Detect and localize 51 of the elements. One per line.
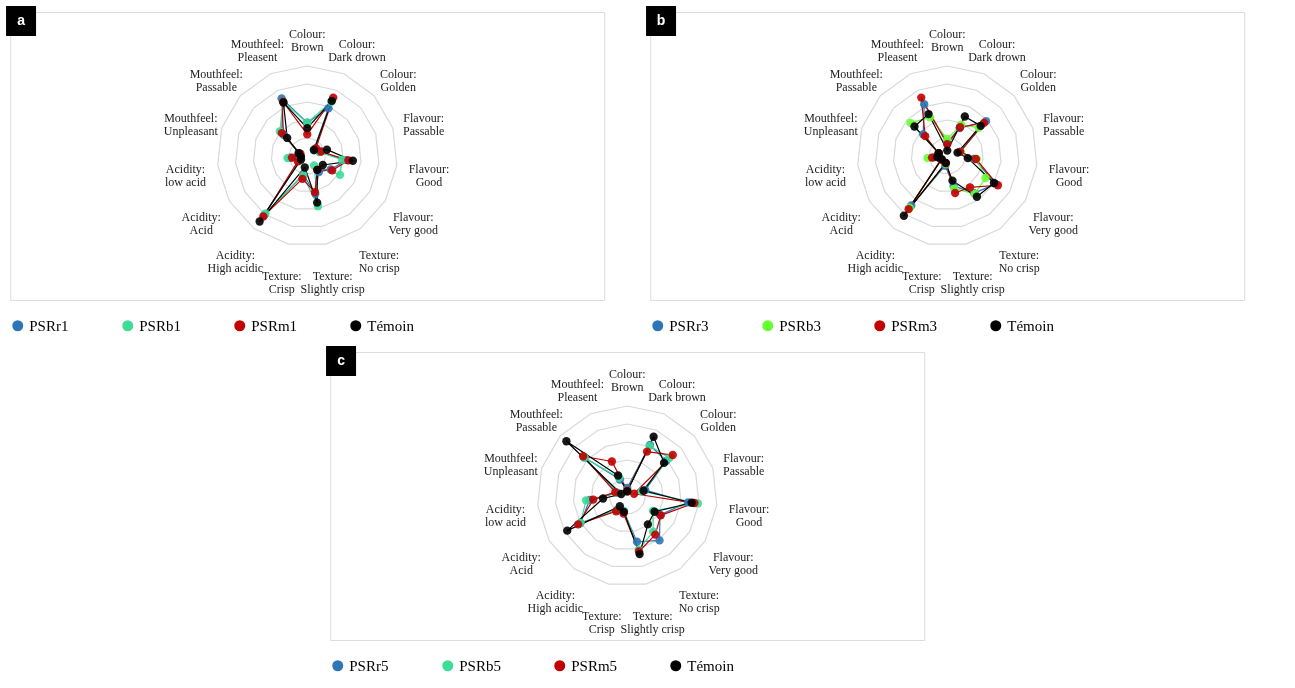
spoke-label: Colour: Golden	[1019, 67, 1057, 95]
spoke-label: Colour: Brown	[288, 26, 326, 54]
spoke-label: Flavour: Good	[1048, 161, 1090, 189]
spoke-label: Mouthfeel: Unpleasant	[163, 111, 219, 139]
legend-label: PSRr5	[349, 657, 389, 674]
spoke-label: Acidity: Acid	[821, 210, 861, 238]
spoke-label: Flavour: Very good	[708, 550, 759, 578]
legend-label: PSRm5	[571, 657, 618, 674]
spoke-label: Flavour: Very good	[1028, 210, 1079, 238]
legend-label: PSRr1	[29, 317, 69, 334]
legend-label: PSRm1	[251, 317, 298, 334]
spoke-label: Colour: Brown	[608, 366, 646, 394]
spoke-label: Mouthfeel: Pleasent	[230, 37, 285, 65]
spoke-label: Texture: Crisp	[581, 608, 622, 636]
legend-label: PSRb5	[459, 657, 501, 674]
spoke-label: Flavour: Good	[728, 501, 770, 529]
chart-title: a	[17, 12, 26, 28]
spoke-label: Mouthfeel: Pleasent	[870, 37, 925, 65]
spoke-label: Mouthfeel: Unpleasant	[483, 451, 539, 479]
spoke-label: Acidity: low acid	[805, 161, 847, 189]
spoke-label: Mouthfeel: Passable	[189, 67, 243, 95]
spoke-label: Colour: Brown	[928, 26, 966, 54]
legend-label: PSRr3	[669, 317, 709, 334]
spoke-label: Colour: Dark brown	[648, 377, 706, 405]
spoke-label: Colour: Dark drown	[968, 37, 1026, 65]
spoke-label: Colour: Golden	[699, 407, 737, 435]
spoke-label: Mouthfeel: Passable	[829, 67, 883, 95]
spoke-label: Flavour: Passable	[403, 111, 445, 139]
spoke-label: Texture: Crisp	[901, 268, 942, 296]
legend-label: Témoin	[1007, 317, 1055, 334]
spoke-label: Colour: Dark drown	[328, 37, 386, 65]
legend-label: PSRm3	[891, 317, 938, 334]
legend-label: PSRb1	[139, 317, 181, 334]
legend-label: Témoin	[367, 317, 415, 334]
legend-label: PSRb3	[779, 317, 821, 334]
spoke-label: Texture: Crisp	[261, 268, 302, 296]
spoke-label: Colour: Golden	[379, 67, 417, 95]
spoke-label: Flavour: Good	[408, 161, 450, 189]
spoke-label: Acidity: Acid	[181, 210, 221, 238]
chart-title: b	[656, 12, 666, 28]
chart-title: c	[337, 352, 346, 368]
spoke-label: Acidity: low acid	[165, 161, 207, 189]
spoke-label: Flavour: Passable	[1043, 111, 1085, 139]
spoke-label: Flavour: Very good	[388, 210, 439, 238]
spoke-label: Mouthfeel: Unpleasant	[803, 111, 859, 139]
spoke-label: Flavour: Passable	[723, 451, 765, 479]
spoke-label: Mouthfeel: Pleasent	[550, 377, 605, 405]
spoke-label: Acidity: Acid	[501, 550, 541, 578]
spoke-label: Mouthfeel: Passable	[509, 407, 563, 435]
legend-label: Témoin	[687, 657, 735, 674]
spoke-label: Acidity: low acid	[485, 501, 527, 529]
